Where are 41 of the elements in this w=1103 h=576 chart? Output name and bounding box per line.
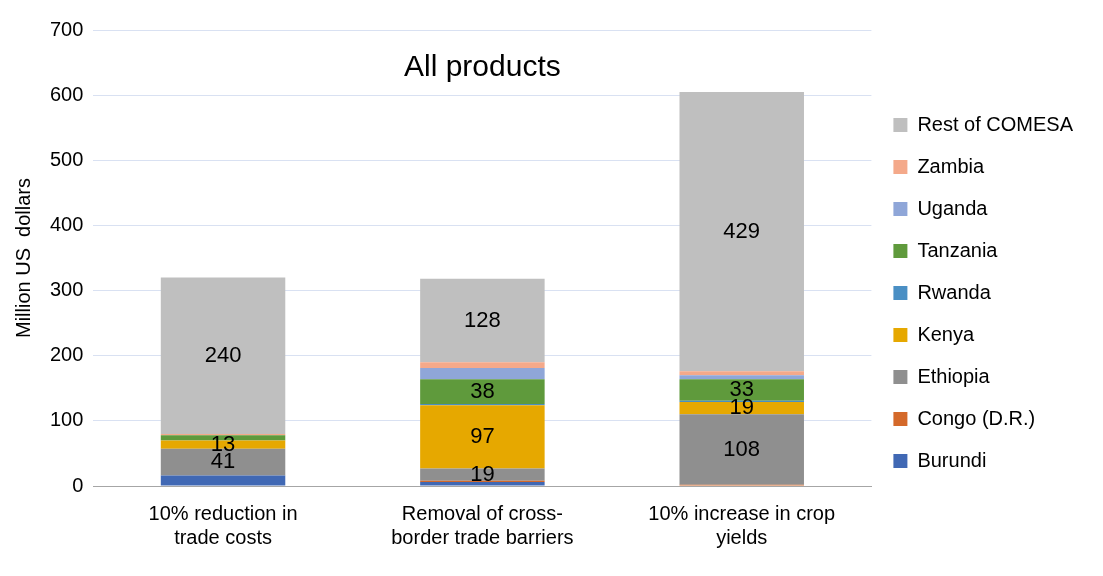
y-tick-label: 200 [49,343,84,366]
y-tick-label: 500 [49,147,84,170]
data-label: 108 [723,435,761,461]
y-axis-title: Million US dollars [11,177,34,339]
bar [420,379,545,404]
data-label: 38 [470,377,495,403]
legend-label: Kenya [917,322,975,345]
text: All products [404,49,561,83]
y-tick-label: 400 [49,212,84,235]
data-label: 97 [470,422,495,448]
x-tick-label: 10% increase in crop yields [648,501,836,548]
data-label: 128 [464,306,501,332]
bar [679,414,804,485]
x-tick-label: Removal of cross- border trade barriers [391,501,574,548]
legend-label: Congo (D.R.) [917,406,1036,429]
x-tick-label: 10% reduction in trade costs [148,501,298,548]
data-label: 19 [470,460,495,486]
bar [679,371,804,376]
legend-label: Ethiopia [917,364,991,387]
data-label: 429 [723,217,761,243]
legend-label: Burundi [917,448,987,471]
bar [679,375,804,380]
bar [679,91,804,372]
bar [160,475,286,486]
legend-label: Rest of COMESA [917,112,1074,135]
y-tick-label: 700 [49,17,84,40]
legend-label: Zambia [917,154,985,177]
y-tick-label: 0 [72,473,84,496]
legend-label: Uganda [917,196,989,219]
legend-label: Rwanda [917,280,992,303]
legend-label: Tanzania [917,238,999,261]
bar [160,277,286,434]
bar [420,362,545,369]
bar [420,468,545,481]
y-tick-label: 300 [49,278,84,301]
data-label: 240 [204,341,242,367]
bar [679,379,804,401]
y-tick-label: 100 [49,408,84,431]
bar [420,278,545,363]
bar [420,368,545,380]
y-tick-label: 600 [49,82,84,105]
